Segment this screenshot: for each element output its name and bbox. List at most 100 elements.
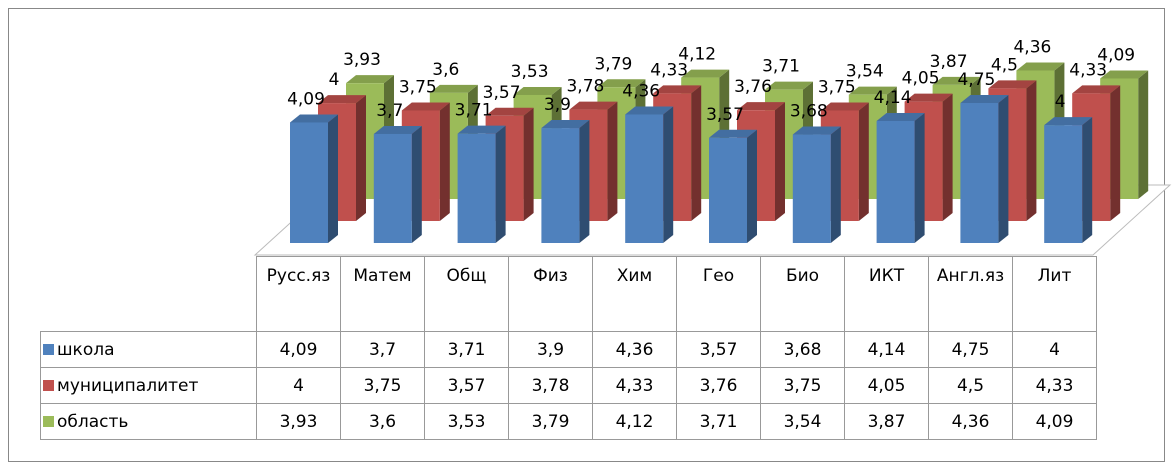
bar-side	[607, 101, 618, 221]
bar-top	[1072, 85, 1121, 94]
data-label: 4,75	[957, 70, 995, 90]
bar	[960, 103, 999, 243]
table-cell: 3,71	[676, 403, 761, 440]
data-label: 3,7	[376, 101, 403, 121]
cell-text: 3,75	[783, 375, 822, 396]
cell-text: 4,12	[615, 411, 654, 432]
bar	[792, 134, 831, 243]
table-cell: 4,5	[928, 367, 1013, 404]
bar-side	[663, 106, 674, 243]
table-cell: 4	[256, 367, 341, 404]
cell-text: 3,78	[531, 375, 570, 396]
table-cell: 4,05	[844, 367, 929, 404]
chart-frame	[8, 8, 1165, 462]
table-cell: 3,6	[340, 403, 425, 440]
bar	[709, 137, 747, 243]
bar-top	[1016, 62, 1065, 71]
cell-text: 3,57	[447, 375, 486, 396]
bar-top	[373, 125, 422, 134]
cell-text: 4,33	[615, 375, 654, 396]
bar-side	[691, 85, 702, 222]
table-cell: 3,75	[760, 367, 845, 404]
data-label: 4,09	[287, 89, 325, 109]
table-cell: 3,75	[340, 367, 425, 404]
bar-side	[914, 112, 925, 244]
data-table: Русс.яз Матем Общ Физ Хим Гео Био ИКТ Англ.яз Лит…	[40, 256, 1097, 440]
bar	[290, 122, 328, 243]
table-cell: 3,71	[424, 331, 509, 368]
table-cell: муниципалитет	[40, 367, 257, 404]
data-label: 4,5	[991, 55, 1018, 75]
data-label: 3,54	[846, 62, 884, 82]
bar-side	[579, 120, 590, 243]
bar	[457, 133, 496, 243]
bar-side	[523, 107, 534, 221]
table-cell	[40, 256, 257, 332]
bar-top	[318, 95, 366, 104]
bar-top	[709, 129, 757, 138]
cell-text: 4,05	[867, 375, 906, 396]
cell-text: 4,14	[867, 339, 906, 360]
bar-side	[747, 129, 757, 243]
bar-side	[356, 95, 366, 221]
cell-text: 4,33	[1035, 375, 1074, 396]
data-label: 3,78	[566, 77, 604, 97]
data-label: 4	[329, 70, 340, 90]
cell-text: 3,6	[368, 411, 397, 432]
table-cell: Матем	[340, 256, 425, 332]
data-label: 4,36	[622, 81, 660, 101]
data-label: 4,12	[678, 45, 716, 65]
bar-top	[569, 101, 618, 110]
bar-side	[998, 95, 1009, 243]
table-cell: Гео	[676, 256, 761, 332]
cell-text: 3,7	[368, 339, 397, 360]
bar-top	[597, 79, 646, 88]
table-cell: Англ.яз	[928, 256, 1013, 332]
cell-text: 4,09	[279, 339, 318, 360]
bar-top	[848, 86, 897, 95]
table-cell: 4	[1012, 331, 1097, 368]
data-label: 3,57	[483, 83, 521, 103]
bar-top	[820, 102, 869, 111]
table-cell: 4,09	[256, 331, 341, 368]
bar-side	[1082, 117, 1093, 243]
cell-text: Лит	[1037, 266, 1072, 286]
table-cell: Общ	[424, 256, 509, 332]
cell-text: Общ	[446, 266, 487, 286]
legend-key	[43, 415, 54, 427]
table-cell: 4,33	[592, 367, 677, 404]
table-cell: Русс.яз	[256, 256, 341, 332]
data-label: 4,14	[874, 88, 912, 108]
bar-top	[457, 125, 506, 134]
table-cell: 3,7	[340, 331, 425, 368]
table-cell: Био	[760, 256, 845, 332]
bar-top	[429, 84, 478, 93]
bar-top	[737, 102, 785, 111]
bar-top	[653, 85, 702, 94]
bar	[876, 120, 915, 243]
table-cell: 4,36	[592, 331, 677, 368]
cell-text: 4	[293, 375, 304, 396]
data-label: 3,9	[544, 95, 571, 115]
table-cell: 4,33	[1012, 367, 1097, 404]
bar-side	[328, 114, 338, 243]
bar-side	[1110, 85, 1121, 222]
table-cell: Физ	[508, 256, 593, 332]
data-label: 4,09	[1097, 45, 1135, 65]
bar-side	[942, 93, 953, 221]
cell-text: 4,09	[1035, 411, 1074, 432]
cell-text: ИКТ	[868, 266, 905, 286]
table-cell: 3,57	[424, 367, 509, 404]
cell-text: Хим	[616, 266, 653, 286]
cell-text: 4	[1049, 339, 1060, 360]
cell-text: Физ	[533, 266, 568, 286]
bar-top	[904, 93, 953, 102]
cell-text: Англ.яз	[936, 266, 1005, 286]
bar-top	[513, 86, 562, 95]
cell-text: 3,57	[699, 339, 738, 360]
table-cell: область	[40, 403, 257, 440]
table-cell: 3,53	[424, 403, 509, 440]
bar-top	[290, 114, 338, 123]
bar-side	[1026, 80, 1037, 221]
